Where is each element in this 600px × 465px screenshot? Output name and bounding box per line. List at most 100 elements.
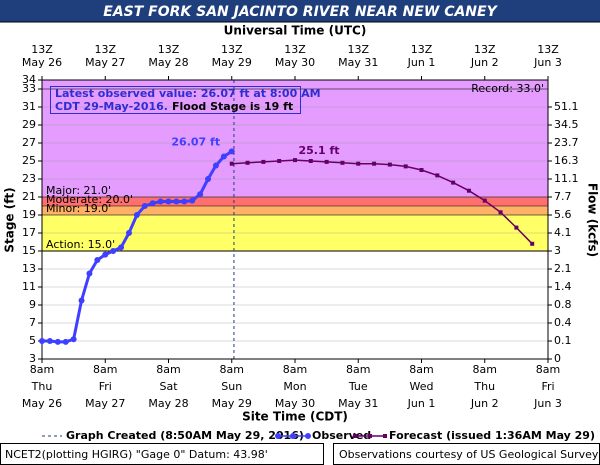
y-tick-label: 5 [29,334,36,347]
y-tick-label: 7 [29,316,36,329]
observed-point [70,336,77,343]
legend-marker [290,433,296,439]
observed-point [102,251,109,258]
y2-tick-label: 0.1 [554,334,572,347]
x-tick-label: 8am [283,363,307,376]
observed-point [165,198,172,205]
forecast-point [340,160,345,165]
y2-tick-label: 1.4 [554,280,572,293]
x2-tick-label: Jun 2 [470,56,499,69]
y-tick-label: 3 [29,352,36,365]
annotation-box [50,86,301,114]
x-tick-label: Wed [410,380,434,393]
annotation-part: Flood Stage is 19 ft [172,100,293,113]
forecast-point [530,241,535,246]
x2-tick-label: 13Z [411,43,433,56]
y-tick-label: 11 [22,280,36,293]
observed-point [173,198,180,205]
forecast-point [451,180,456,185]
observed-point [39,338,45,344]
y2-tick-label: 4.1 [554,226,572,239]
legend-marker [305,433,311,439]
forecast-point [514,225,519,230]
x-tick-label: Mon [283,380,306,393]
x-tick-label: May 31 [338,397,378,410]
x-tick-label: Fri [541,380,554,393]
y2-tick-label: 7.7 [554,190,572,203]
annotation: Latest observed value: 26.07 ft at 8:00 … [55,87,321,100]
y-tick-label: 21 [22,190,36,203]
x-tick-label: 8am [220,363,244,376]
forecast-point [356,161,361,166]
forecast-point [387,162,392,167]
observed-point [149,200,156,207]
observed-point [54,338,61,345]
observed-point [133,212,140,218]
observed-point [46,338,53,344]
flood-band [42,206,548,215]
x-tick-label: 8am [30,363,54,376]
observed-point [197,191,204,198]
value-label: 25.1 ft [298,144,339,157]
y2-tick-label: 0 [554,352,561,365]
x-tick-label: May 28 [148,397,188,410]
forecast-point [403,164,408,169]
observed-point [141,203,148,209]
x-tick-label: Thu [473,380,495,393]
x-tick-label: Jun 3 [533,397,562,410]
y2-tick-label: 11.1 [554,172,579,185]
observed-point [220,153,227,160]
y2-tick-label: 0.8 [554,298,572,311]
x2-tick-label: May 29 [212,56,252,69]
x-tick-label: May 29 [212,397,252,410]
legend-label: Graph Created (8:50AM May 29, 2016) [66,429,304,442]
x2-tick-label: May 30 [275,56,315,69]
y-axis-title: Stage (ft) [3,187,17,252]
observed-point [157,198,164,205]
footer-right: Observations courtesy of US Geological S… [339,448,599,461]
x2-tick-label: 13Z [94,43,116,56]
y-tick-label: 15 [22,244,36,257]
y2-tick-label: 3 [554,244,561,257]
x2-tick-label: Jun 1 [407,56,436,69]
observed-point [189,197,196,204]
flood-label: Action: 15.0' [46,238,115,251]
y2-tick-label: 23.7 [554,136,579,149]
forecast-point [435,173,440,178]
x2-tick-label: 13Z [537,43,559,56]
x-tick-label: Jun 2 [470,397,499,410]
plot-frame [41,79,549,360]
forecast-point [261,159,266,164]
legend-label: Forecast (issued 1:36AM May 29) [389,429,595,442]
x-tick-label: Tue [348,380,368,393]
forecast-point [308,159,313,163]
y-tick-label: 27 [22,136,36,149]
forecast-point [466,188,471,193]
x2-tick-label: 13Z [284,43,306,56]
flood-band [42,80,548,197]
y2-tick-label: 51.1 [554,100,579,113]
x-tick-label: 8am [93,363,117,376]
y-tick-label: 17 [22,226,36,239]
value-label: 26.07 ft [171,135,220,148]
x-tick-label: May 26 [22,397,62,410]
y2-tick-label: 16.3 [554,154,579,167]
legend-marker [353,434,357,438]
annotation-part: CDT 29-May-2016. [55,100,168,113]
forecast-point [229,161,234,166]
y2-tick-label: 5.6 [554,208,572,221]
forecast-point [324,159,329,164]
flood-band [42,197,548,206]
y-tick-label: 34 [22,73,36,86]
observed-point [78,297,85,304]
x-tick-label: May 30 [275,397,315,410]
y-tick-label: 31 [22,100,36,113]
observed-point [228,148,235,155]
x2-tick-label: 13Z [221,43,243,56]
y-tick-label: 29 [22,118,36,131]
observed-point [181,198,188,205]
forecast-point [245,160,250,165]
observed-point [118,244,125,251]
forecast-point [293,158,297,163]
